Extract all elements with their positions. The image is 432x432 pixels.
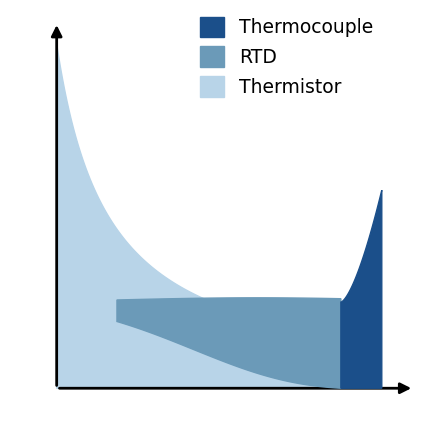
Polygon shape (57, 44, 341, 388)
Polygon shape (117, 298, 341, 388)
Polygon shape (341, 190, 382, 388)
Legend: Thermocouple, RTD, Thermistor: Thermocouple, RTD, Thermistor (200, 16, 373, 97)
